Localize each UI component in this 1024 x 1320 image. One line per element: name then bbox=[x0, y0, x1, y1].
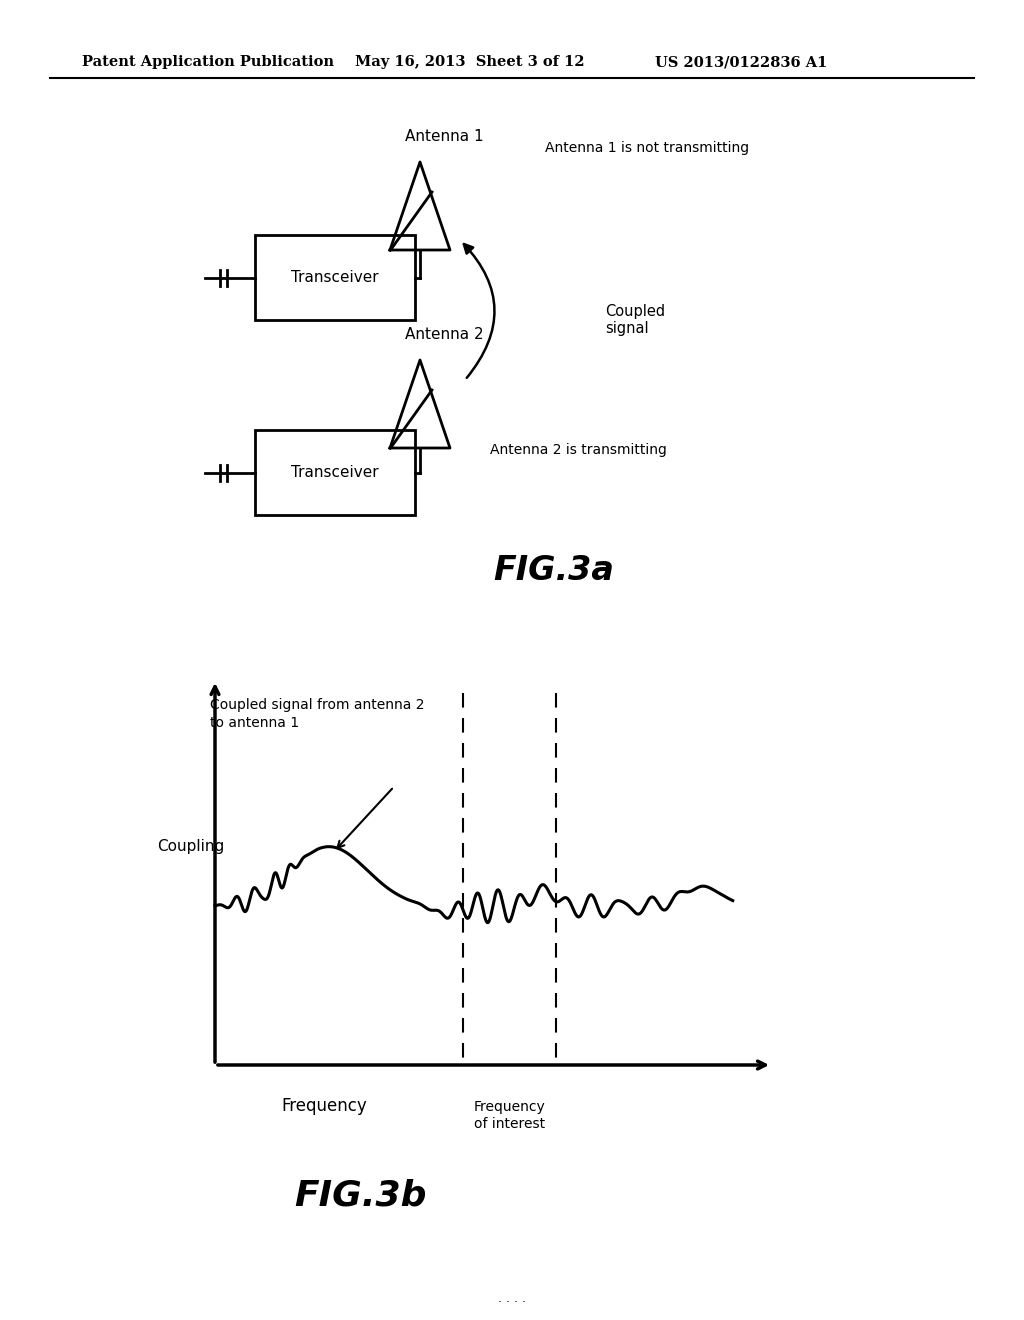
Text: Antenna 2 is transmitting: Antenna 2 is transmitting bbox=[490, 444, 667, 457]
Text: Frequency: Frequency bbox=[282, 1097, 367, 1115]
Text: FIG.3b: FIG.3b bbox=[294, 1177, 426, 1212]
Text: Patent Application Publication: Patent Application Publication bbox=[82, 55, 334, 69]
Text: FIG.3a: FIG.3a bbox=[493, 553, 613, 586]
Text: Coupled signal from antenna 2
to antenna 1: Coupled signal from antenna 2 to antenna… bbox=[210, 698, 425, 730]
Text: Antenna 1: Antenna 1 bbox=[406, 129, 483, 144]
Text: Coupling: Coupling bbox=[157, 838, 224, 854]
Bar bbox=[255, 235, 415, 319]
Text: Antenna 2: Antenna 2 bbox=[406, 327, 483, 342]
Text: Transceiver: Transceiver bbox=[291, 465, 379, 480]
Text: May 16, 2013  Sheet 3 of 12: May 16, 2013 Sheet 3 of 12 bbox=[355, 55, 585, 69]
Text: US 2013/0122836 A1: US 2013/0122836 A1 bbox=[655, 55, 827, 69]
FancyArrowPatch shape bbox=[464, 244, 495, 378]
Text: Frequency
of interest: Frequency of interest bbox=[473, 1100, 545, 1131]
Text: Transceiver: Transceiver bbox=[291, 271, 379, 285]
Bar bbox=[255, 430, 415, 515]
Text: Coupled
signal: Coupled signal bbox=[605, 304, 666, 337]
Text: Antenna 1 is not transmitting: Antenna 1 is not transmitting bbox=[545, 141, 750, 154]
Text: · · · ·: · · · · bbox=[498, 1295, 526, 1308]
